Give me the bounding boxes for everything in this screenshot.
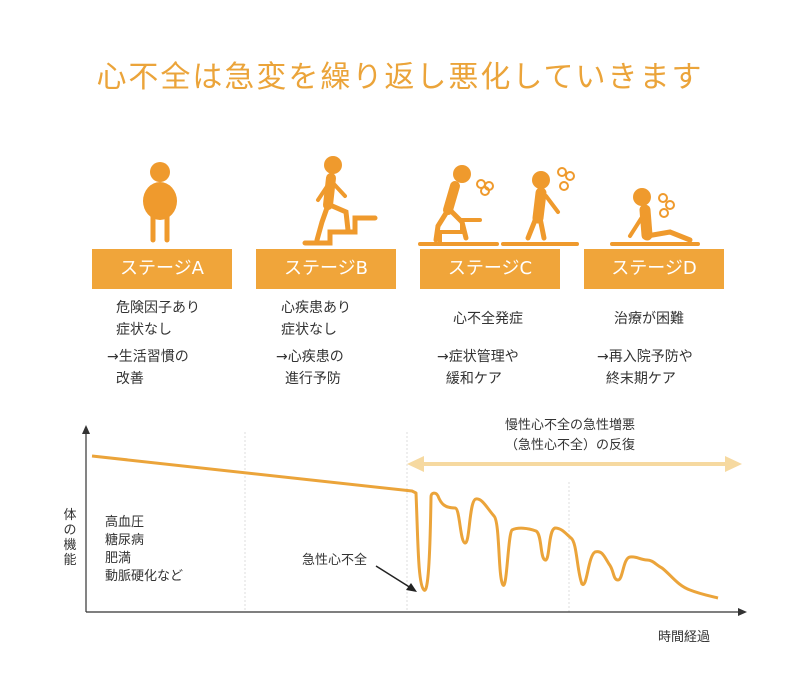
stage-b-action: →心疾患の 進行予防 (276, 349, 344, 387)
stage-d-sitting-icon (610, 188, 700, 246)
stage-c-description: 心不全発症 (453, 311, 523, 327)
function-curve (91, 454, 719, 600)
risk-factors-text: 高血圧 糖尿病 肥満 動脈硬化など (105, 515, 184, 584)
stage-b-description: 心疾患あり 症状なし (281, 300, 351, 338)
x-axis-label: 時間経過 (658, 630, 711, 645)
y-axis-label: 体の機能 (63, 508, 77, 568)
page-title: 心不全は急変を繰り返し悪化していきます (96, 60, 704, 95)
stage-c-symptom-icon (418, 165, 579, 246)
stage-illustrations (143, 156, 700, 246)
stage-a-action: →生活習慣の 改善 (107, 349, 189, 387)
stage-b-climbing-icon (302, 156, 378, 246)
chronic-range-arrow (407, 456, 742, 472)
stage-a-description: 危険因子あり 症状なし (116, 300, 200, 338)
stage-a-label: ステージA (92, 249, 232, 289)
acute-arrow-icon (375, 565, 417, 592)
chart-axes (82, 425, 747, 616)
chart-gridlines (244, 432, 570, 612)
stage-c-action: →症状管理や 緩和ケア (437, 349, 519, 387)
stage-d-label: ステージD (584, 249, 724, 289)
chronic-label-line-2: （急性心不全）の反復 (504, 438, 635, 453)
stage-a-figure-icon (143, 162, 177, 243)
stage-d-action: →再入院予防や 終末期ケア (597, 349, 693, 387)
acute-heart-failure-label: 急性心不全 (302, 553, 368, 568)
stage-d-description: 治療が困難 (614, 311, 684, 327)
chronic-label-line-1: 慢性心不全の急性増悪 (504, 418, 635, 433)
stage-b-label: ステージB (256, 249, 396, 289)
chronic-exacerbation-label: 慢性心不全の急性増悪 （急性心不全）の反復 (470, 416, 670, 456)
stage-c-label: ステージC (420, 249, 560, 289)
